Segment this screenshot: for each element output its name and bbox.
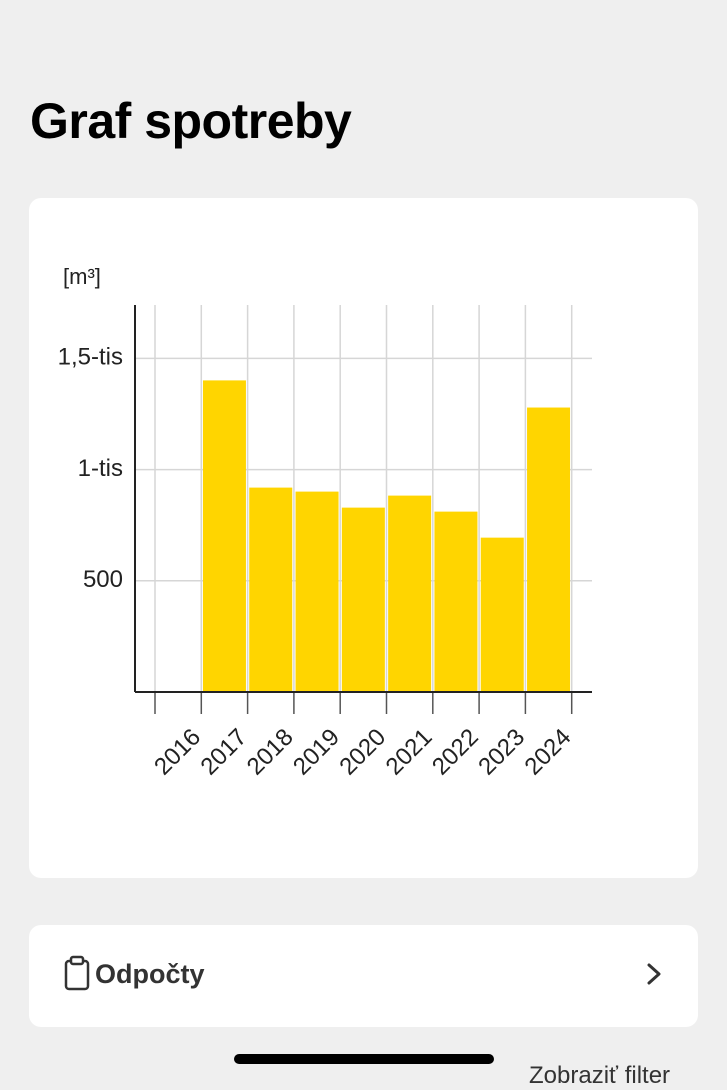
x-tick-label: 2019 [288,724,345,781]
bar [480,537,524,692]
y-axis-label: [m³] [63,264,101,289]
clipboard-clip [69,955,85,966]
bar [295,491,339,692]
bar [249,487,293,692]
home-indicator [234,1054,494,1064]
x-tick-label: 2017 [195,724,252,781]
x-tick-label: 2016 [149,724,206,781]
x-tick-label: 2024 [520,724,577,781]
bar [341,507,385,692]
bar [527,407,571,692]
filter-button[interactable]: Zobraziť filter [529,1062,671,1089]
row-icons [64,955,661,991]
bar [434,511,478,692]
y-tick-label: 1,5-tis [58,344,123,371]
y-tick-label: 1-tis [78,455,123,482]
chevron-icon [647,963,661,985]
bar [202,380,246,692]
chart: [m³] 500 1-tis 1,5-tis 20162017201820192020… [58,264,592,781]
page-title: Graf spotreby [30,93,352,149]
x-tick-label: 2020 [334,724,391,781]
x-tick-label: 2021 [381,724,438,781]
bar [388,495,432,692]
chart-card: [m³] 500 1-tis 1,5-tis 2016 2017 2018 2019 2020… [29,198,698,878]
x-tick-label: 2022 [427,724,484,781]
y-tick-label: 500 [83,566,123,593]
row-label: Odpočty [95,959,205,989]
x-tick-label: 2018 [242,724,299,781]
odpocty-row[interactable]: Odpočty [29,925,698,1027]
x-tick-label: 2023 [473,724,530,781]
